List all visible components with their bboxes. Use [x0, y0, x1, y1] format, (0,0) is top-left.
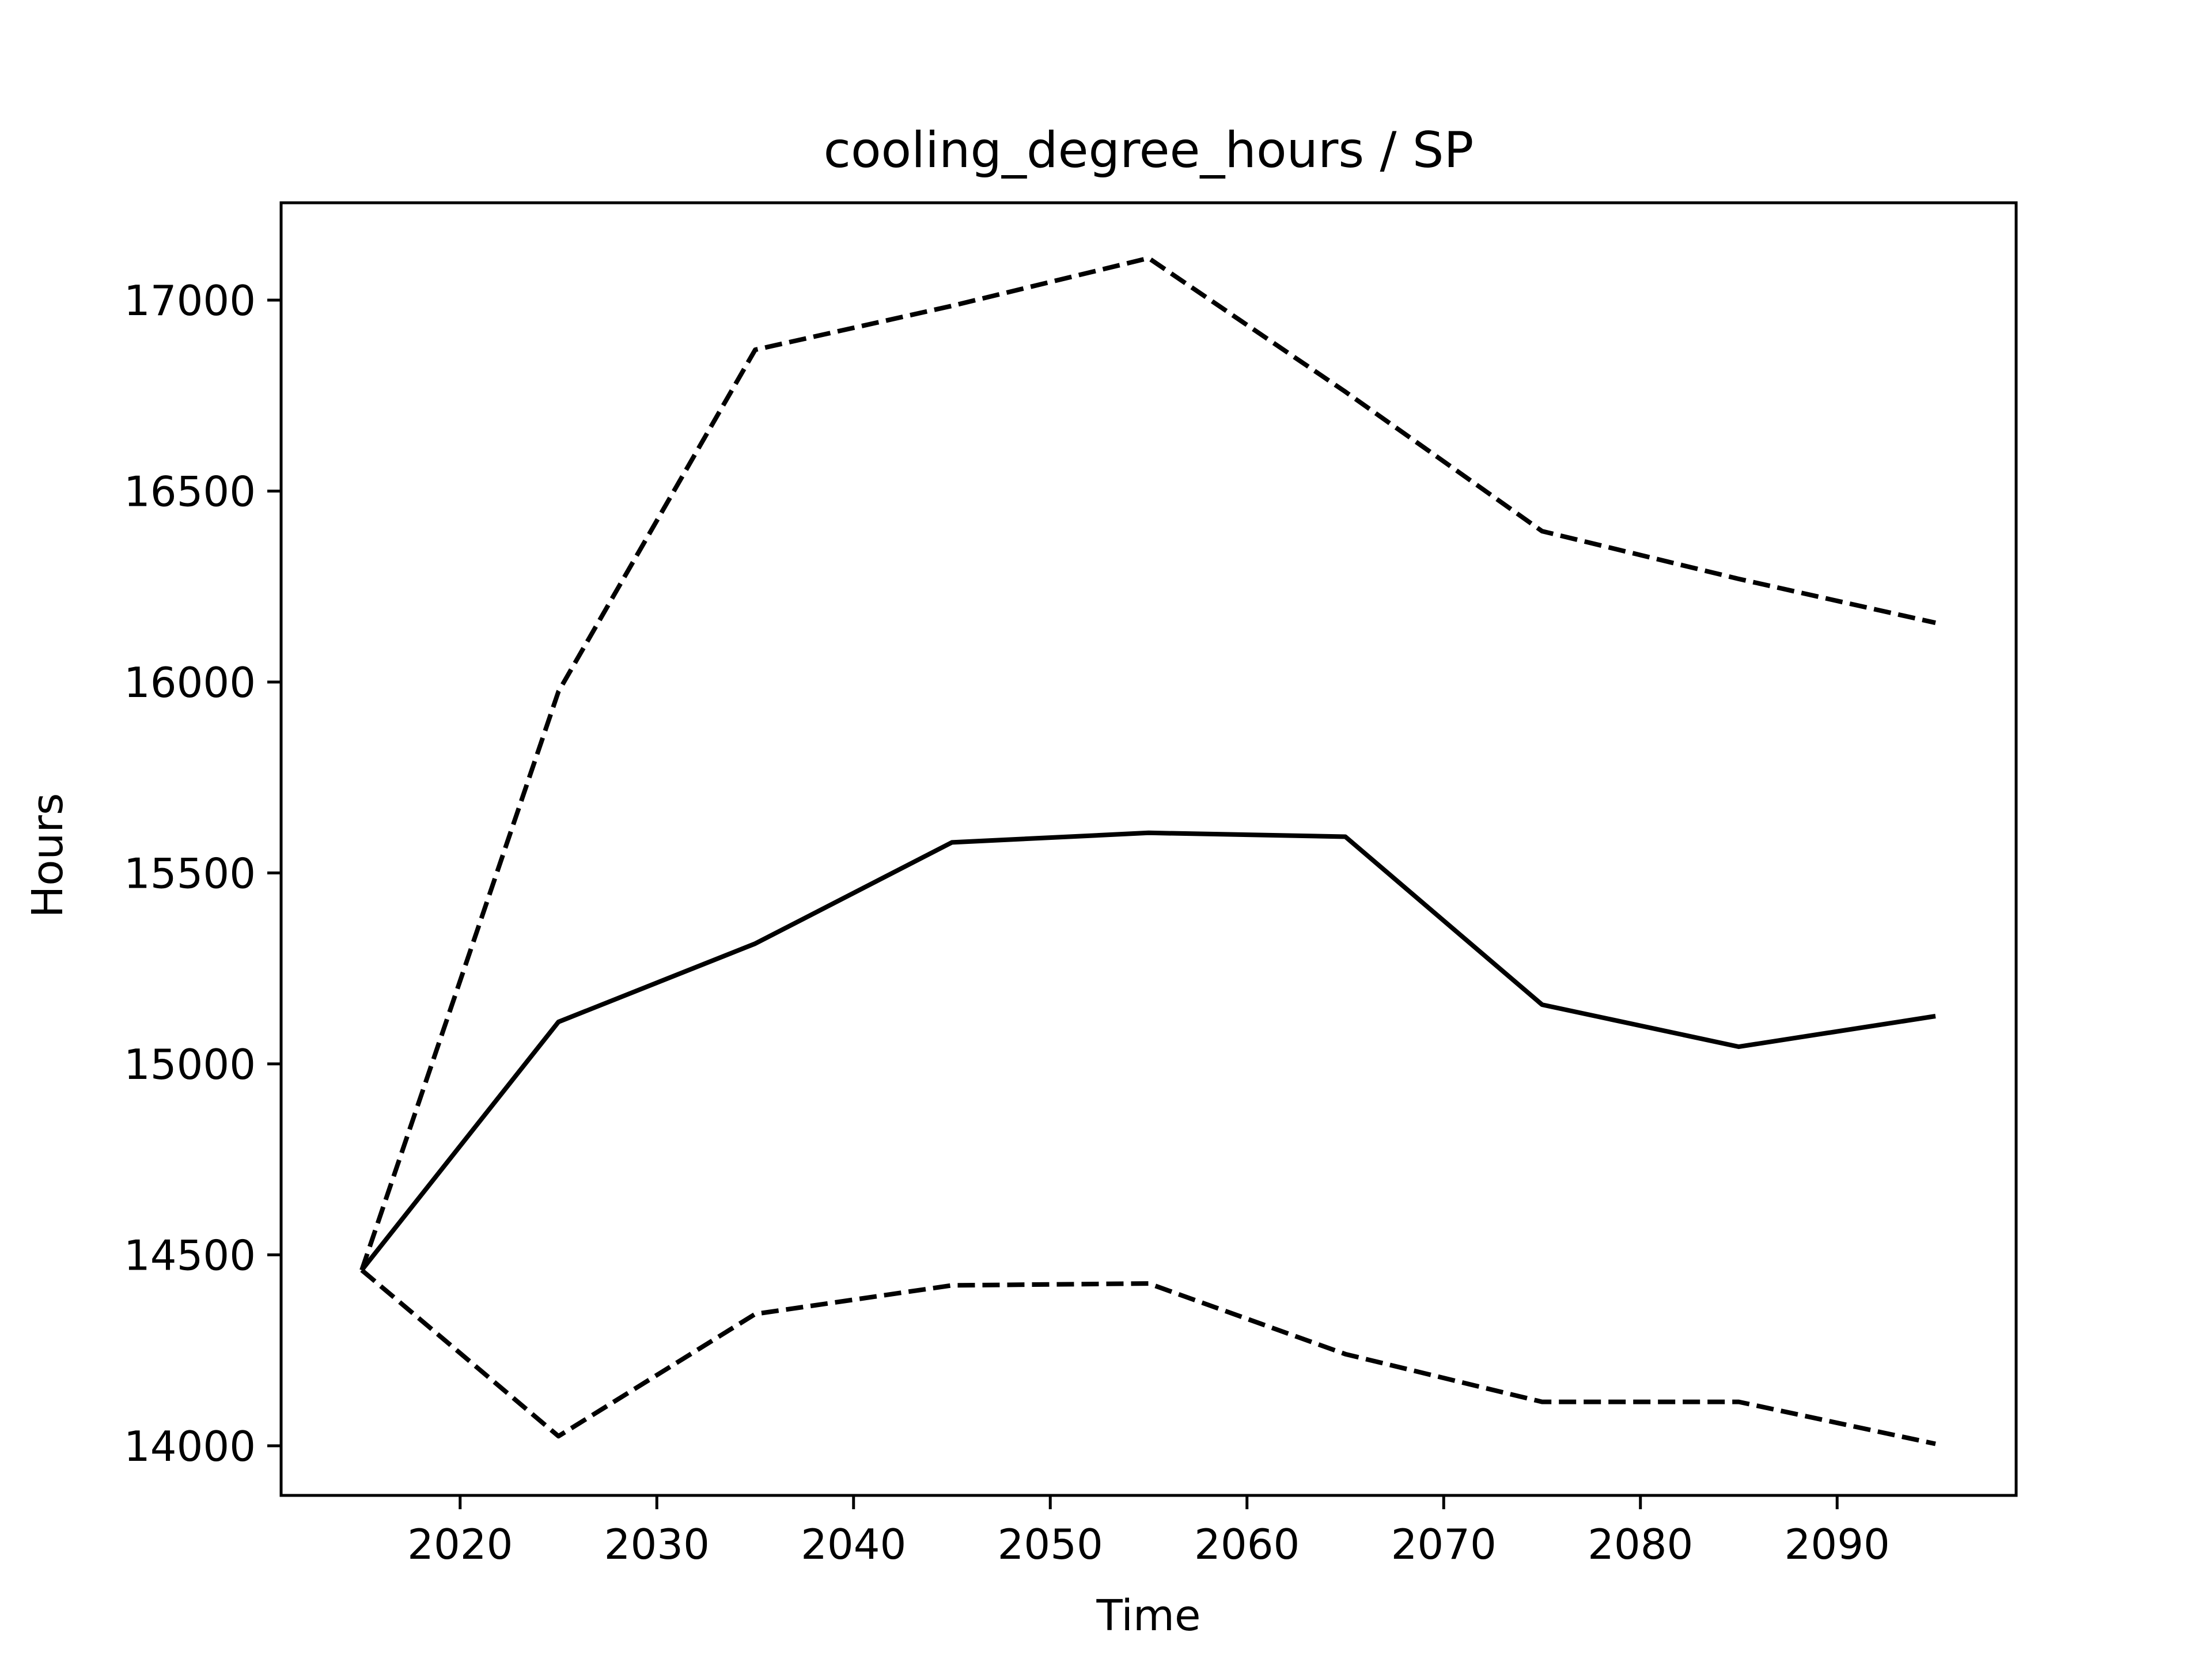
y-axis-label: Hours — [23, 793, 73, 918]
plot-area: 2020 2030 2040 2050 2060 2070 2080 2090 14000 145… — [124, 201, 2018, 1569]
chart-title: cooling_degree_hours / SP — [824, 122, 1474, 179]
series-line-3 — [360, 1268, 1936, 1446]
x-tick-label: 2090 — [1785, 1520, 1890, 1569]
y-tick-label: 16500 — [124, 468, 256, 516]
y-tick-label: 14500 — [124, 1231, 256, 1279]
plot-frame — [279, 201, 2018, 1497]
y-tick-label: 14000 — [124, 1422, 256, 1471]
y-tick-label: 15500 — [124, 849, 256, 897]
y-tick-label: 16000 — [124, 658, 256, 707]
x-tick-label: 2060 — [1194, 1520, 1300, 1569]
x-tick-label: 2020 — [407, 1520, 513, 1569]
x-tick-label: 2050 — [998, 1520, 1103, 1569]
series-line-1 — [359, 830, 1936, 1272]
y-tick-label: 15000 — [124, 1040, 256, 1089]
x-tick-label: 2030 — [604, 1520, 710, 1569]
series-line-2 — [359, 256, 1936, 1271]
x-axis-label: Time — [1096, 1591, 1200, 1641]
x-tick-label: 2070 — [1391, 1520, 1497, 1569]
x-tick-label: 2080 — [1588, 1520, 1693, 1569]
x-tick-label: 2040 — [801, 1520, 906, 1569]
y-tick-label: 17000 — [124, 276, 256, 325]
